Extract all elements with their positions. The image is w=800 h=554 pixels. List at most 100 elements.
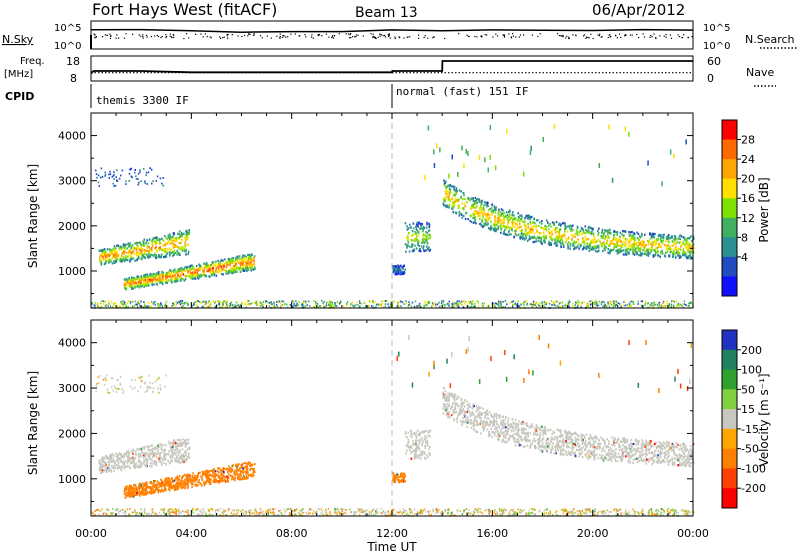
ground-scatter-cell — [688, 302, 690, 305]
scatter-cell — [616, 233, 618, 236]
ground-scatter-cell — [254, 302, 257, 304]
nsky-sample-dot — [375, 37, 377, 40]
scatter-cell — [137, 466, 140, 469]
scatter-cell — [617, 238, 620, 241]
ground-scatter-cell — [325, 305, 327, 308]
scatter-cell — [147, 275, 149, 279]
ground-scatter-cell — [567, 301, 570, 304]
scatter-cell — [686, 237, 689, 240]
scatter-cell — [621, 243, 624, 246]
scatter-cell — [170, 239, 173, 242]
scatter-cell — [511, 213, 513, 216]
scatter-cell — [393, 268, 395, 272]
ground-scatter-cell — [144, 304, 146, 307]
ground-scatter-cell — [381, 300, 383, 303]
ground-scatter-cell — [148, 306, 150, 308]
ground-scatter-cell — [644, 304, 646, 306]
high-range-echo — [147, 171, 150, 174]
scatter-cell — [215, 267, 217, 270]
sparse-echo — [451, 154, 453, 160]
ground-scatter-cell — [222, 302, 225, 304]
scatter-cell — [134, 452, 137, 455]
scatter-cell — [161, 253, 163, 256]
scatter-cell — [633, 243, 636, 246]
scatter-cell — [624, 253, 627, 256]
scatter-cell — [146, 445, 148, 448]
scatter-cell — [622, 230, 624, 233]
scatter-cell — [187, 253, 189, 256]
scatter-cell — [538, 224, 540, 228]
ground-scatter-cell — [688, 304, 690, 307]
ground-scatter-cell — [260, 304, 263, 306]
scatter-cell — [101, 253, 103, 256]
scatter-cell — [582, 238, 585, 241]
scatter-cell — [636, 251, 638, 254]
scatter-cell — [493, 209, 495, 212]
scatter-cell — [520, 231, 523, 234]
scatter-cell — [131, 276, 133, 279]
scatter-cell — [169, 275, 172, 278]
ground-scatter-cell — [504, 299, 507, 302]
scatter-cell — [102, 470, 105, 473]
scatter-cell — [575, 232, 577, 235]
scatter-cell — [236, 270, 238, 273]
scatter-cell — [204, 267, 206, 270]
ground-scatter-cell — [334, 305, 337, 307]
scatter-cell — [579, 233, 582, 236]
ground-scatter-cell — [448, 304, 450, 307]
scatter-cell — [134, 281, 136, 284]
scatter-cell — [420, 224, 422, 228]
scatter-cell — [111, 456, 113, 459]
scatter-cell — [599, 240, 601, 243]
sparse-echo — [467, 151, 469, 156]
ground-scatter-cell — [171, 305, 173, 307]
scatter-cell — [556, 230, 559, 233]
scatter-cell — [576, 225, 579, 228]
scatter-cell — [492, 211, 494, 214]
scatter-cell — [508, 230, 510, 233]
scatter-cell — [115, 260, 118, 263]
ground-scatter-cell — [262, 303, 265, 306]
scatter-cell — [525, 234, 527, 237]
scatter-cell — [163, 274, 165, 277]
ground-scatter-cell — [317, 305, 319, 308]
scatter-cell — [110, 252, 112, 255]
high-range-echo — [96, 176, 98, 179]
scatter-cell — [132, 449, 135, 453]
scatter-cell — [556, 239, 558, 242]
scatter-cell — [232, 476, 234, 479]
scatter-cell — [129, 280, 132, 283]
scatter-cell — [188, 456, 191, 459]
scatter-cell — [137, 285, 139, 288]
scatter-cell — [160, 478, 162, 481]
scatter-cell — [143, 244, 145, 247]
scatter-cell — [146, 275, 148, 278]
scatter-cell — [102, 457, 104, 461]
scatter-cell — [214, 270, 217, 273]
scatter-cell — [125, 258, 128, 261]
nsky-sample-dot — [146, 36, 148, 38]
ground-scatter-cell — [330, 300, 332, 302]
scatter-cell — [159, 442, 161, 445]
scatter-cell — [631, 235, 634, 238]
scatter-cell — [592, 248, 595, 251]
scatter-cell — [412, 227, 415, 230]
scatter-cell — [186, 230, 188, 233]
scatter-cell — [666, 244, 669, 247]
ground-scatter-cell — [179, 303, 182, 306]
scatter-cell — [603, 247, 606, 250]
ground-scatter-cell — [157, 303, 159, 305]
freq-label: Freq. — [20, 56, 45, 67]
nsky-sample-dot — [195, 33, 197, 35]
scatter-cell — [392, 271, 395, 274]
scatter-cell — [505, 227, 508, 230]
nsky-sample-dot — [227, 37, 229, 39]
scatter-cell — [574, 235, 577, 238]
ground-scatter-cell — [230, 304, 232, 306]
scatter-cell — [242, 268, 244, 271]
scatter-cell — [146, 283, 148, 287]
scatter-cell — [604, 248, 606, 252]
scatter-cell — [601, 245, 603, 248]
nsky-sample-dot — [373, 35, 375, 38]
ground-scatter-cell — [511, 301, 513, 303]
